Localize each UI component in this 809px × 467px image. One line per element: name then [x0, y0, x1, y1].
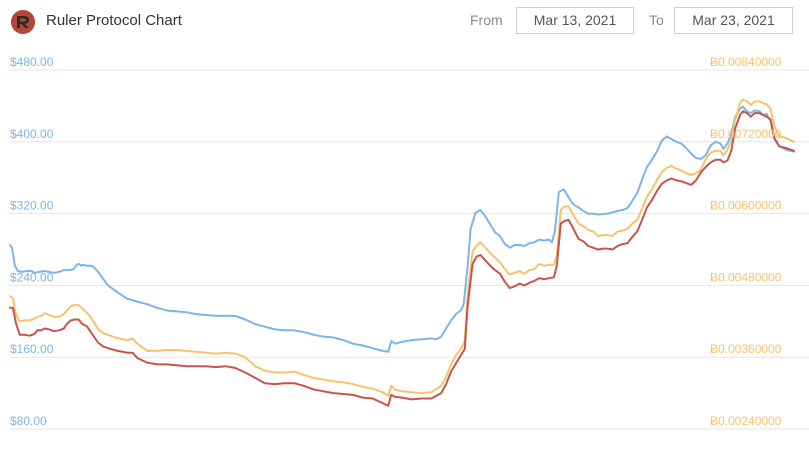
price-chart[interactable]: $480.00 $400.00 $320.00 $240.00 $160.00 $80.0… [0, 46, 809, 467]
y-left-tick-label: $240.00 [10, 270, 54, 284]
y-right-tick-label: Ƀ0.00600000 [710, 199, 782, 213]
from-label: From [470, 12, 503, 28]
to-label: To [649, 12, 664, 28]
y-right-tick-label: Ƀ0.00360000 [710, 342, 782, 356]
to-date-input[interactable]: Mar 23, 2021 [674, 7, 793, 34]
y-left-tick-label: $400.00 [10, 127, 54, 141]
series-line-btc[interactable] [9, 110, 795, 407]
y-left-tick-label: $320.00 [10, 199, 54, 213]
y-right-tick-label: Ƀ0.00480000 [710, 270, 782, 284]
y-left-tick-label: $160.00 [10, 342, 54, 356]
ruler-logo-icon [11, 10, 35, 34]
series-line-eth[interactable] [9, 98, 795, 397]
series-line-usd[interactable] [9, 105, 795, 353]
chart-header: Ruler Protocol Chart From Mar 13, 2021 T… [0, 0, 809, 46]
y-right-tick-label: Ƀ0.00240000 [710, 414, 782, 428]
y-left-tick-label: $80.00 [10, 414, 47, 428]
y-right-tick-label: Ƀ0.00840000 [710, 55, 782, 69]
y-left-tick-label: $480.00 [10, 55, 54, 69]
from-date-input[interactable]: Mar 13, 2021 [516, 7, 634, 34]
chart-title: Ruler Protocol Chart [46, 12, 182, 29]
y-right-tick-label: Ƀ0.00720000 [710, 127, 782, 141]
